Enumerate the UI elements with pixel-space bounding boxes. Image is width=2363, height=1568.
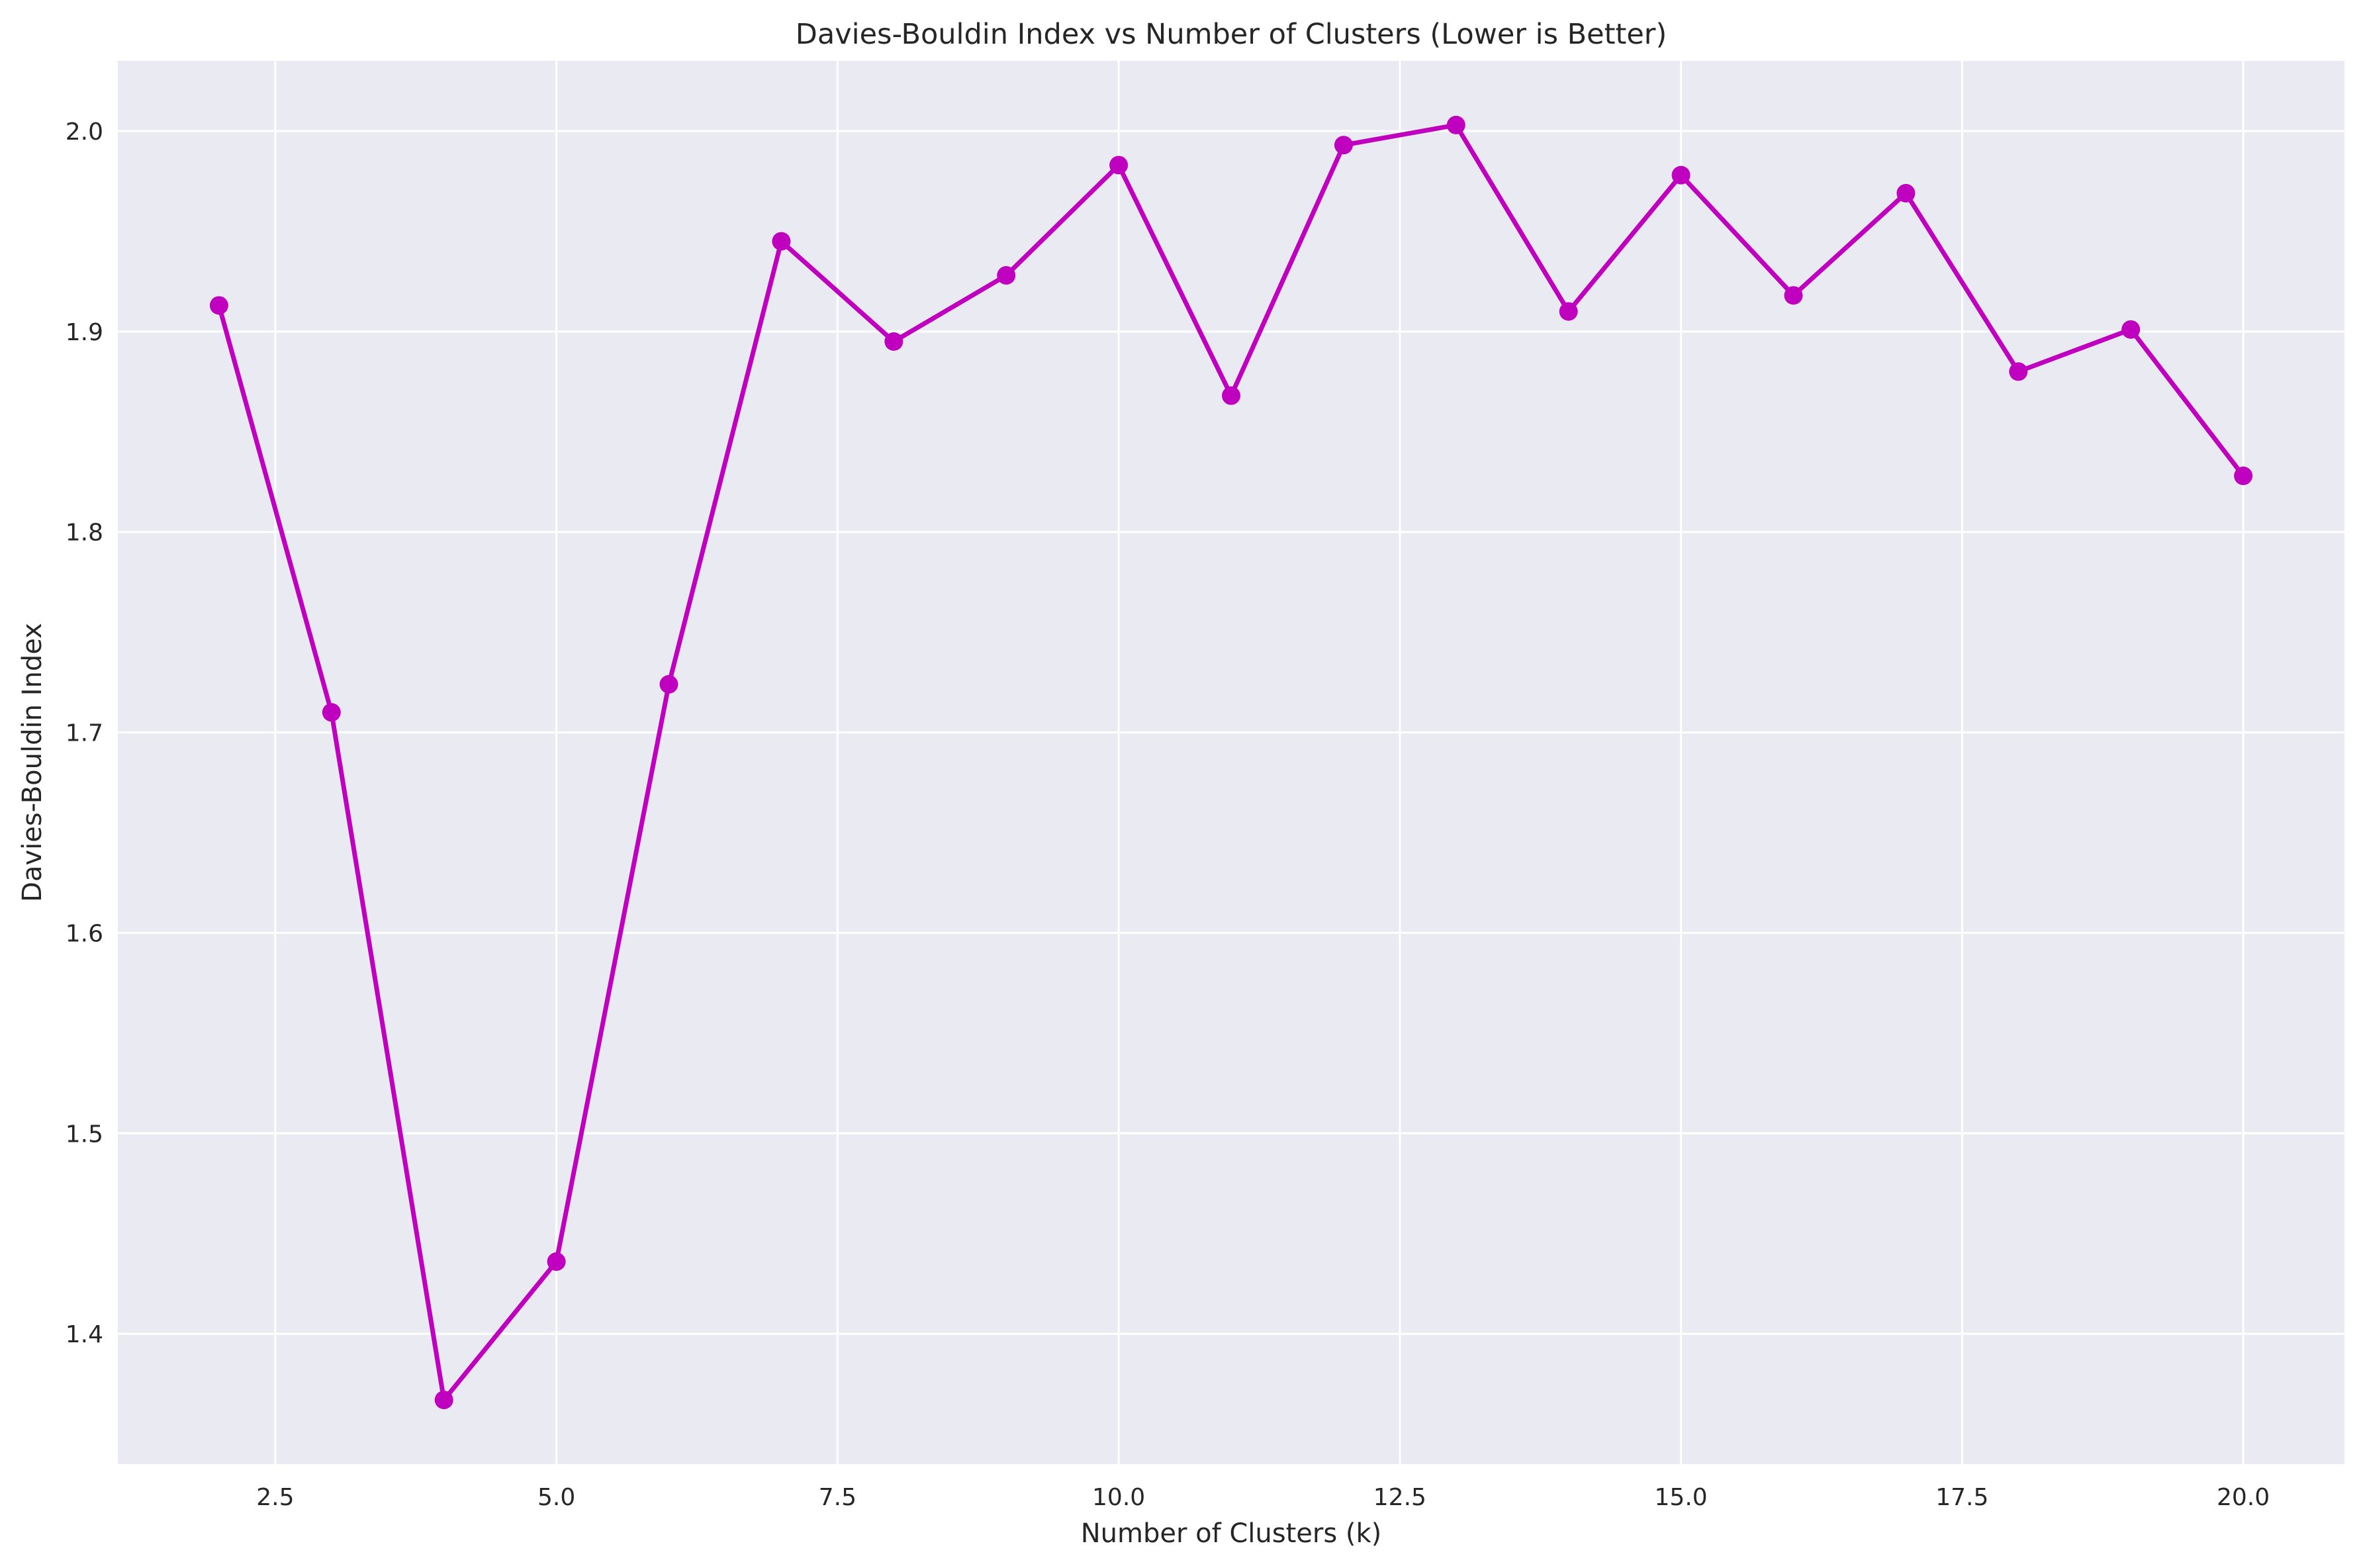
grid-lines: [118, 61, 2344, 1464]
data-point: [1559, 302, 1578, 321]
data-point: [2234, 466, 2253, 485]
data-point: [1896, 183, 1916, 203]
data-point: [1109, 156, 1129, 175]
x-tick-labels: 2.5 5.0 7.5 10.0 12.5 15.0 17.5 20.0: [256, 1484, 2270, 1511]
y-tick-label: 1.6: [66, 920, 103, 947]
data-point: [1784, 286, 1803, 305]
data-point: [2009, 362, 2028, 381]
x-tick-label: 10.0: [1092, 1484, 1145, 1511]
y-tick-label: 1.9: [66, 319, 103, 346]
data-point: [997, 266, 1016, 285]
data-point: [2121, 320, 2141, 339]
data-point: [1222, 386, 1240, 405]
data-point: [1334, 136, 1353, 155]
data-point: [322, 703, 341, 722]
x-tick-label: 2.5: [256, 1484, 294, 1511]
data-point: [884, 332, 904, 351]
x-axis-label: Number of Clusters (k): [1081, 1518, 1382, 1549]
data-point: [209, 296, 228, 315]
y-tick-labels: 1.4 1.5 1.6 1.7 1.8 1.9 2.0: [66, 118, 103, 1348]
data-point: [1671, 165, 1691, 185]
x-tick-label: 20.0: [2217, 1484, 2270, 1511]
x-tick-label: 15.0: [1655, 1484, 1708, 1511]
y-tick-label: 1.8: [66, 520, 103, 547]
y-tick-label: 1.5: [66, 1121, 103, 1148]
data-point: [659, 674, 678, 694]
data-point: [547, 1252, 566, 1271]
y-axis-label: Davies-Bouldin Index: [17, 623, 48, 902]
chart-title: Davies-Bouldin Index vs Number of Cluste…: [796, 18, 1667, 51]
data-point: [434, 1391, 453, 1410]
data-point: [1446, 115, 1465, 134]
plot-area: [118, 61, 2344, 1464]
series-layer: [209, 115, 2253, 1410]
x-tick-label: 12.5: [1373, 1484, 1426, 1511]
y-tick-label: 1.4: [66, 1321, 103, 1348]
x-tick-label: 5.0: [537, 1484, 575, 1511]
x-tick-label: 17.5: [1935, 1484, 1988, 1511]
x-tick-label: 7.5: [819, 1484, 857, 1511]
data-point: [772, 232, 791, 251]
y-tick-label: 1.7: [66, 720, 103, 747]
y-tick-label: 2.0: [66, 118, 103, 146]
